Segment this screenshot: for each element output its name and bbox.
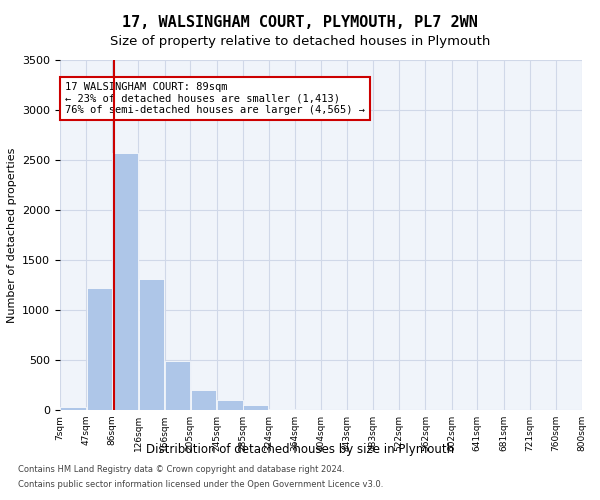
- Bar: [244, 405, 268, 410]
- Bar: [191, 390, 216, 410]
- Text: Size of property relative to detached houses in Plymouth: Size of property relative to detached ho…: [110, 35, 490, 48]
- Text: Contains HM Land Registry data © Crown copyright and database right 2024.: Contains HM Land Registry data © Crown c…: [18, 465, 344, 474]
- Bar: [269, 409, 295, 410]
- Text: Contains public sector information licensed under the Open Government Licence v3: Contains public sector information licen…: [18, 480, 383, 489]
- Bar: [139, 279, 164, 410]
- Y-axis label: Number of detached properties: Number of detached properties: [7, 148, 17, 322]
- Text: Distribution of detached houses by size in Plymouth: Distribution of detached houses by size …: [146, 442, 454, 456]
- Text: 17, WALSINGHAM COURT, PLYMOUTH, PL7 2WN: 17, WALSINGHAM COURT, PLYMOUTH, PL7 2WN: [122, 15, 478, 30]
- Bar: [61, 407, 86, 410]
- Bar: [165, 361, 190, 410]
- Text: 17 WALSINGHAM COURT: 89sqm
← 23% of detached houses are smaller (1,413)
76% of s: 17 WALSINGHAM COURT: 89sqm ← 23% of deta…: [65, 82, 365, 115]
- Bar: [112, 153, 138, 410]
- Bar: [217, 400, 242, 410]
- Bar: [87, 288, 112, 410]
